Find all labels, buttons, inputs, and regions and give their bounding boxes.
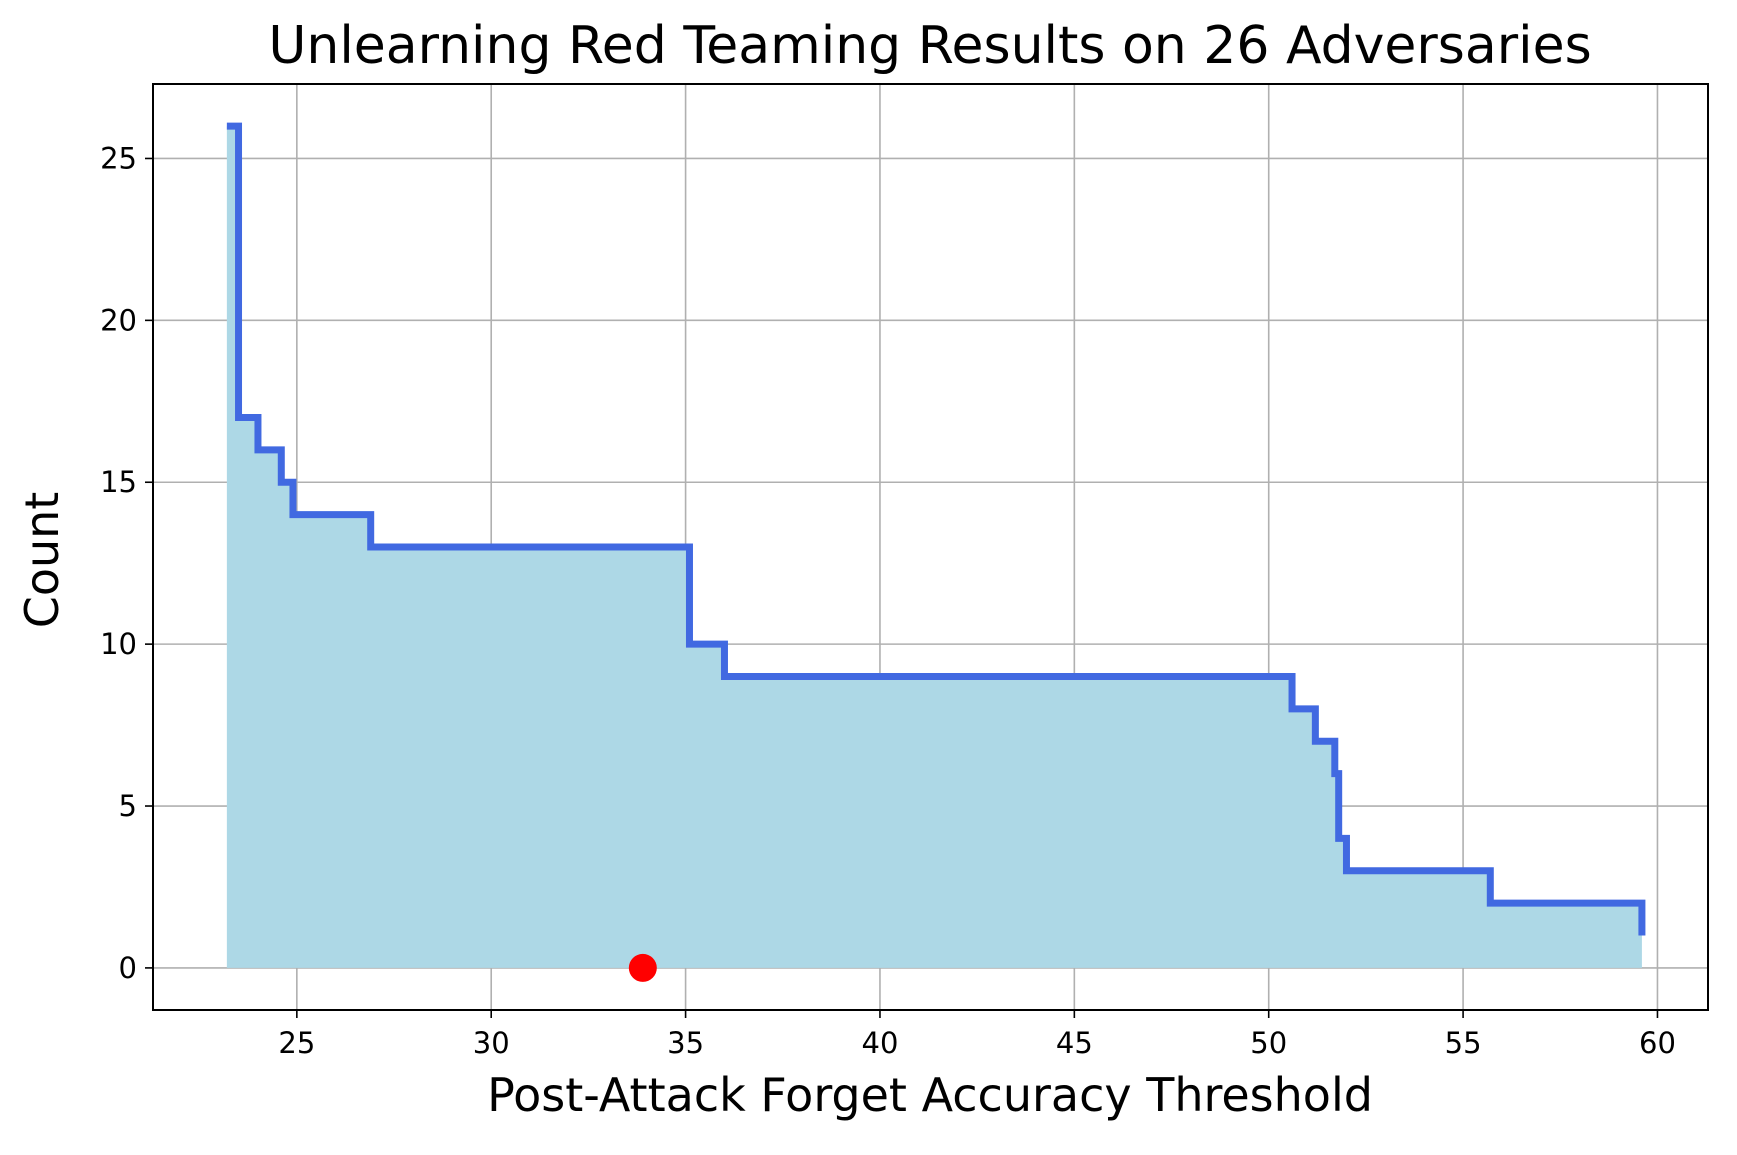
x-tick-label: 25: [278, 1026, 315, 1060]
y-tick-label: 10: [100, 627, 137, 661]
chart-title: Unlearning Red Teaming Results on 26 Adv…: [268, 16, 1591, 76]
area-fill: [226, 126, 1642, 968]
step-line: [226, 122, 1646, 936]
y-axis-label: Count: [15, 492, 69, 629]
x-tick-label: 30: [473, 1026, 510, 1060]
step-line-layer: [226, 122, 1646, 936]
marker-layer: [628, 953, 657, 982]
area-fill-layer: [226, 126, 1642, 968]
x-tick-label: 60: [1639, 1026, 1676, 1060]
x-axis-ticks: 25 30 35 40 45 50 55 60: [278, 1010, 1676, 1060]
x-tick-label: 40: [862, 1026, 899, 1060]
data-point-marker: [628, 953, 657, 982]
x-axis-label: Post-Attack Forget Accuracy Threshold: [487, 1068, 1373, 1122]
y-tick-label: 15: [100, 465, 137, 499]
y-tick-label: 25: [100, 141, 137, 175]
x-tick-label: 35: [667, 1026, 704, 1060]
y-tick-label: 20: [100, 303, 137, 337]
plot-frame: [152, 83, 1709, 1011]
y-axis-ticks: 0 5 10 15 20 25: [100, 141, 153, 985]
x-tick-label: 50: [1250, 1026, 1287, 1060]
y-tick-label: 5: [119, 789, 137, 823]
x-tick-label: 45: [1056, 1026, 1093, 1060]
y-tick-label: 0: [119, 951, 137, 985]
x-tick-label: 55: [1445, 1026, 1482, 1060]
